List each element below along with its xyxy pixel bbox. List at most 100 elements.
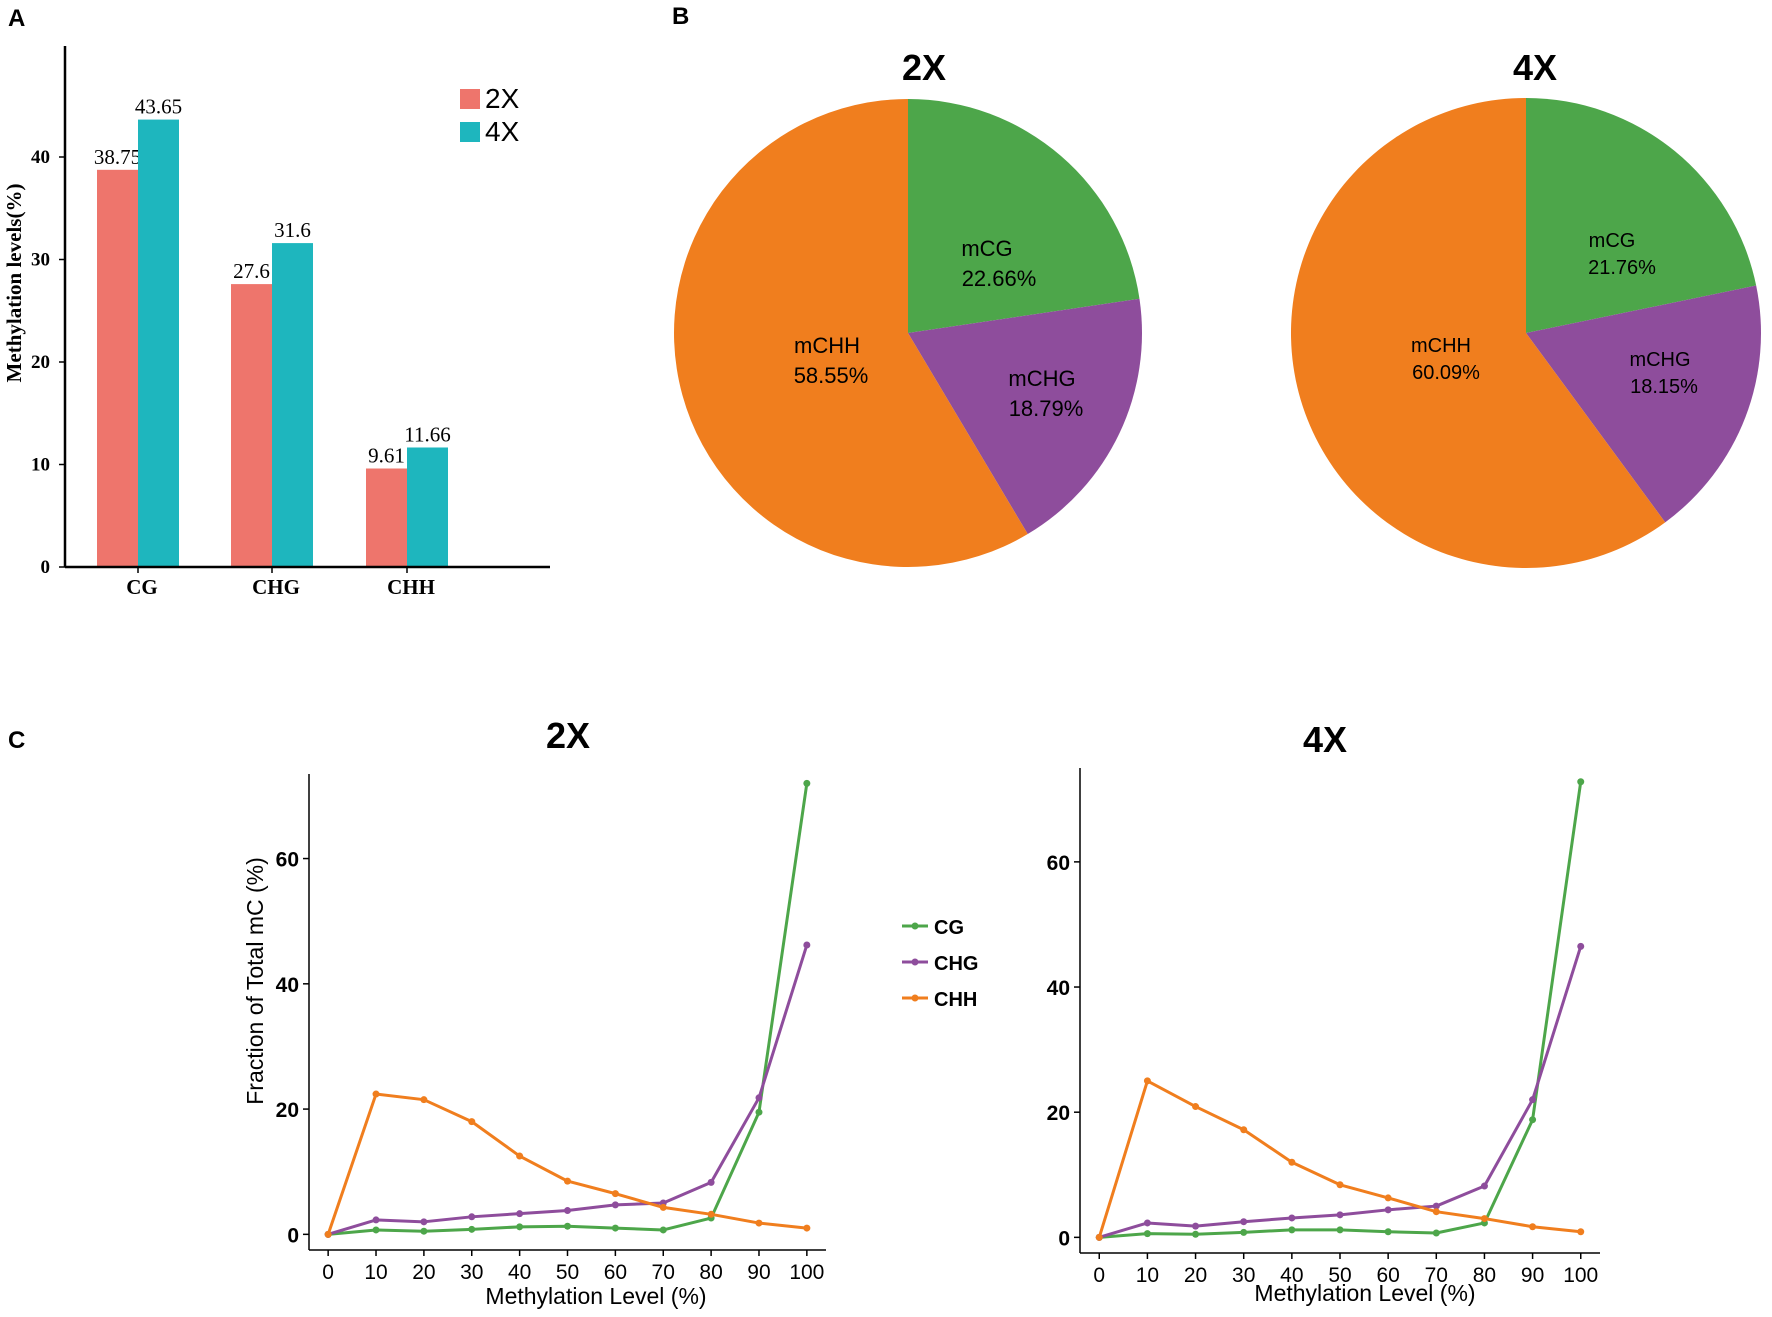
data-point-chh <box>659 1203 667 1211</box>
data-point-chh <box>1143 1077 1151 1085</box>
line-series <box>1095 778 1585 1241</box>
x-tick-label: 30 <box>460 1261 483 1284</box>
x-tick-label: 20 <box>1184 1264 1207 1287</box>
data-label-cg-2x: 38.75 <box>94 145 141 169</box>
y-tick-label: 30 <box>31 250 50 271</box>
legend-label-chg: CHG <box>934 953 978 975</box>
y-tick-labels: 0 10 20 30 40 <box>31 147 65 578</box>
data-point-chg <box>1336 1211 1344 1219</box>
y-tick-label: 0 <box>41 557 51 578</box>
data-point-chh <box>755 1219 763 1227</box>
panel-c-line-2x: 2X 0 20 40 60 0 10 20 30 40 50 60 70 80 90 100 Methyl… <box>242 715 826 1309</box>
series-line-chg <box>327 944 809 1236</box>
data-point-cg <box>611 1224 619 1232</box>
pie-slices <box>1290 97 1762 568</box>
data-point-chh <box>1095 1233 1103 1241</box>
data-point-chh <box>1384 1194 1392 1202</box>
data-point-chg <box>1192 1222 1200 1230</box>
data-point-chh <box>516 1152 524 1160</box>
x-tick-label: 60 <box>1376 1264 1399 1287</box>
legend-marker-cg <box>911 922 919 930</box>
y-tick-label: 40 <box>1047 977 1070 1000</box>
x-tick-label: 0 <box>1093 1264 1105 1287</box>
bar-cg-2x <box>97 169 138 567</box>
data-point-chg <box>803 941 811 949</box>
data-point-cg <box>1529 1116 1537 1124</box>
panel-c-line-4x: 4X 0 20 40 60 0 10 20 30 40 50 60 70 80 90 100 Methyl… <box>1047 719 1600 1306</box>
pie-slice-mcg <box>908 99 1140 333</box>
data-point-chh <box>468 1118 476 1126</box>
data-point-chh <box>1480 1215 1488 1223</box>
data-point-cg <box>1336 1226 1344 1234</box>
data-point-chh <box>707 1210 715 1218</box>
legend: 2X 4X <box>460 83 520 147</box>
slice-label-mcg: mCG <box>961 236 1012 261</box>
slice-label-mchg: mCHG <box>1008 366 1075 391</box>
pie-slice-mchg <box>908 298 1143 535</box>
slice-pct-mchh: 58.55% <box>794 363 869 388</box>
data-point-chg <box>372 1216 380 1224</box>
y-tick-label: 40 <box>31 147 50 168</box>
data-point-chg <box>707 1178 715 1186</box>
y-tick-label: 20 <box>276 1099 299 1122</box>
legend-marker-chg <box>911 958 919 966</box>
x-tick-label-chh: CHH <box>387 575 435 599</box>
data-point-chh <box>1192 1103 1200 1111</box>
data-point-cg <box>1384 1228 1392 1236</box>
data-point-cg <box>564 1222 571 1230</box>
line-legend: CG CHG CHH <box>902 917 978 1011</box>
x-tick-label: 80 <box>1473 1264 1496 1287</box>
pie-slice-mchg <box>1526 285 1762 523</box>
bar-chh-4x <box>407 447 448 567</box>
line-chart-title: 2X <box>546 715 590 756</box>
data-point-cg <box>1432 1229 1440 1237</box>
data-point-cg <box>1143 1230 1151 1238</box>
x-tick-label: 80 <box>699 1261 722 1284</box>
panel-b-pie-4x: 4X mCG 21.76% mCHG 18.15% mCHH 60.09% <box>1290 47 1762 568</box>
slice-label-mchh: mCHH <box>1411 335 1471 357</box>
legend-label-cg: CG <box>934 917 964 939</box>
legend-swatch-2x <box>460 89 480 109</box>
data-point-cg <box>659 1226 667 1234</box>
x-axis-title: Methylation Level (%) <box>1254 1280 1475 1306</box>
data-point-chg <box>1529 1096 1537 1104</box>
series-line-cg <box>328 783 809 1236</box>
bar-chh-2x <box>366 468 407 567</box>
x-tick-label: 50 <box>556 1261 579 1284</box>
x-tick-label-cg: CG <box>126 575 158 599</box>
data-point-cg <box>468 1225 476 1233</box>
x-tick-label: 100 <box>789 1261 824 1284</box>
x-tick-label: 90 <box>747 1261 770 1284</box>
x-tick-label: 0 <box>322 1261 334 1284</box>
x-tick-labels: 0 10 20 30 40 50 60 70 80 90 100 <box>1093 1253 1598 1287</box>
x-tick-label: 20 <box>412 1261 435 1284</box>
data-point-chh <box>1336 1181 1344 1189</box>
data-point-chh <box>420 1096 428 1104</box>
legend-swatch-4x <box>460 122 480 142</box>
slice-pct-mchh: 60.09% <box>1412 362 1480 384</box>
data-point-chg <box>755 1094 763 1102</box>
data-label-cg-4x: 43.65 <box>135 95 182 119</box>
panel-label-a: A <box>8 5 25 32</box>
x-tick-label-chg: CHG <box>252 575 300 599</box>
x-tick-label: 40 <box>1280 1264 1303 1287</box>
x-tick-label: 60 <box>604 1261 627 1284</box>
y-tick-labels: 0 20 40 60 <box>1047 852 1080 1250</box>
slice-pct-mchg: 18.15% <box>1630 376 1698 398</box>
data-point-chh <box>564 1177 571 1185</box>
data-point-chg <box>420 1218 428 1226</box>
data-point-chh <box>611 1190 619 1198</box>
pie-slice-mchh <box>674 99 1028 567</box>
data-point-chh <box>1529 1223 1537 1231</box>
slice-label-mchh: mCHH <box>794 333 860 358</box>
bar-chg-2x <box>231 284 272 567</box>
data-point-cg <box>803 779 811 787</box>
data-label-chg-4x: 31.6 <box>274 218 311 242</box>
bar-chg-4x <box>272 243 313 567</box>
data-point-cg <box>516 1223 524 1231</box>
y-tick-label: 20 <box>1047 1102 1070 1125</box>
pie-slices <box>674 99 1143 567</box>
panel-b-pie-2x: 2X mCG 22.66% mCHG 18.79% mCHH 58.55% <box>674 47 1143 567</box>
